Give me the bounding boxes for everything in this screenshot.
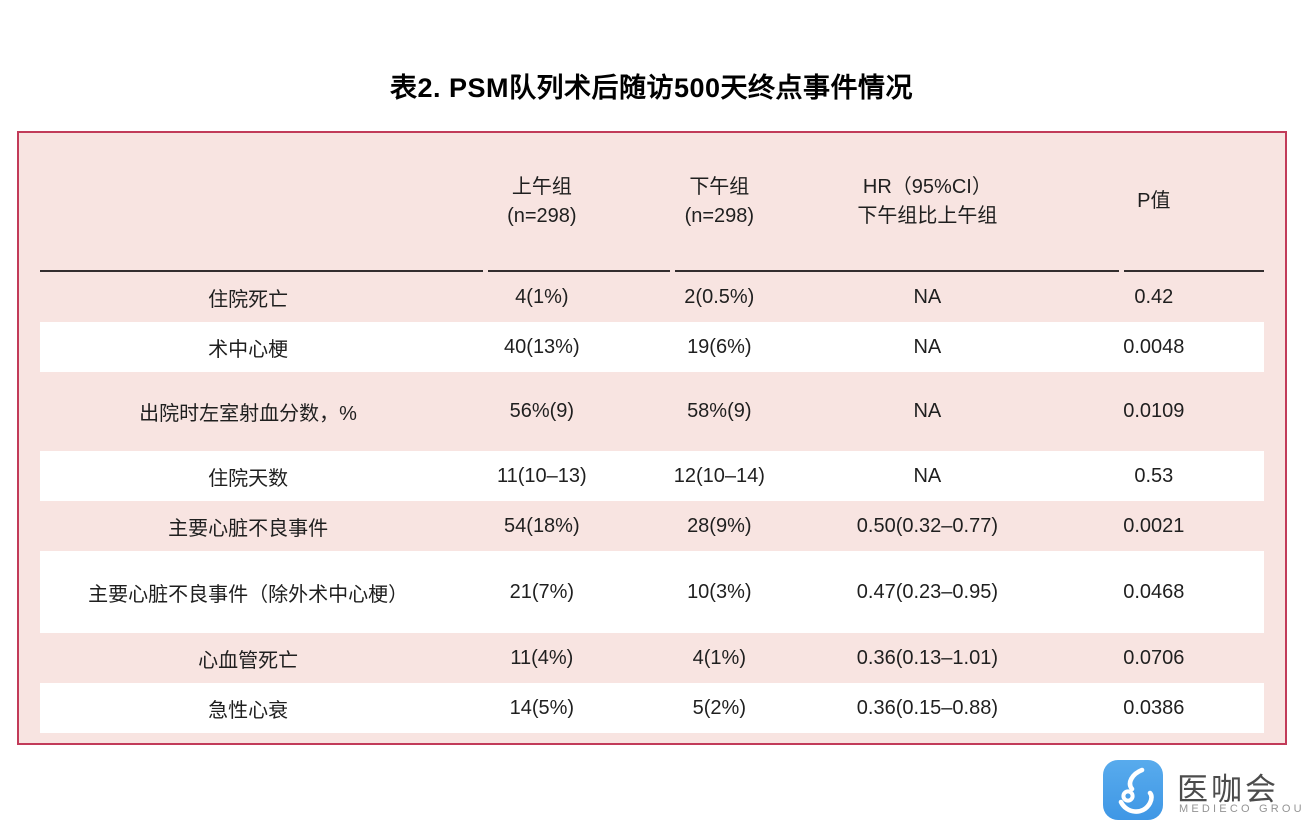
row-label: 主要心脏不良事件（除外术中心梗）	[88, 583, 409, 606]
header-rule-gap	[483, 270, 488, 273]
cell-p-value: 0.0048	[1123, 335, 1185, 358]
table-row: 住院死亡 4(1%) 2(0.5%) NA 0.42	[40, 271, 1264, 322]
row-label: 住院天数	[208, 467, 289, 490]
row-label: 主要心脏不良事件	[168, 517, 329, 540]
brand-name-cn: 医咖会	[1177, 772, 1279, 807]
cell-p-value: 0.0386	[1123, 696, 1185, 719]
cell-p-value: 0.0021	[1123, 514, 1185, 537]
cell-hr-value: 0.50(0.32–0.77)	[856, 514, 998, 537]
cell-afternoon-value: 19(6%)	[687, 335, 752, 358]
cell-morning-value: 4(1%)	[515, 285, 569, 308]
table-row: 住院天数 11(10–13) 12(10–14) NA 0.53	[40, 451, 1264, 501]
cell-p-value: 0.0109	[1123, 400, 1185, 422]
table-row: 出院时左室射血分数，% 56%(9) 58%(9) NA 0.0109	[40, 372, 1264, 451]
table-row: 主要心脏不良事件 54(18%) 28(9%) 0.50(0.32–0.77) …	[40, 501, 1264, 551]
row-label: 出院时左室射血分数，%	[139, 403, 357, 425]
cell-morning-value: 21(7%)	[509, 580, 575, 603]
header-hr-line1: HR（95%CI）	[862, 175, 992, 198]
cell-hr-value: 0.47(0.23–0.95)	[856, 580, 998, 603]
header-row: 上午组 (n=298) 下午组 (n=298) HR（95%CI） 下午组比上午…	[40, 133, 1264, 272]
header-empty-cell	[40, 133, 457, 272]
header-morning-group: 上午组 (n=298)	[456, 133, 628, 272]
brand-footer: 医咖会 MEDIECO GROUP	[1103, 759, 1303, 823]
header-p-value: P值	[1043, 133, 1264, 272]
cell-afternoon-value: 2(0.5%)	[684, 285, 755, 308]
endpoint-events-table: 上午组 (n=298) 下午组 (n=298) HR（95%CI） 下午组比上午…	[40, 133, 1264, 733]
cell-hr-value: NA	[913, 285, 942, 308]
medieco-smile-icon	[1103, 760, 1163, 820]
cell-afternoon-value: 10(3%)	[687, 580, 752, 603]
table-body: 住院死亡 4(1%) 2(0.5%) NA 0.42 术中心梗 40(13%) …	[40, 271, 1264, 733]
table-row: 术中心梗 40(13%) 19(6%) NA 0.0048	[40, 322, 1264, 372]
cell-morning-value: 56%(9)	[509, 400, 575, 422]
cell-hr-value: NA	[913, 335, 942, 358]
cell-afternoon-value: 4(1%)	[692, 646, 746, 669]
row-label: 心血管死亡	[198, 649, 299, 672]
cell-morning-value: 40(13%)	[504, 335, 580, 358]
cell-hr-value: NA	[913, 464, 942, 487]
row-label: 术中心梗	[208, 338, 289, 361]
cell-p-value: 0.53	[1134, 464, 1174, 487]
header-afternoon-group: 下午组 (n=298)	[627, 133, 812, 272]
header-rule-gap	[1119, 270, 1124, 273]
table-row: 主要心脏不良事件（除外术中心梗） 21(7%) 10(3%) 0.47(0.23…	[40, 551, 1264, 633]
cell-afternoon-value: 12(10–14)	[673, 464, 765, 487]
header-rule-gap	[670, 270, 675, 273]
table-panel: 上午组 (n=298) 下午组 (n=298) HR（95%CI） 下午组比上午…	[17, 131, 1287, 745]
table-header: 上午组 (n=298) 下午组 (n=298) HR（95%CI） 下午组比上午…	[40, 133, 1264, 272]
header-hr-ci: HR（95%CI） 下午组比上午组	[811, 133, 1044, 272]
cell-hr-value: 0.36(0.13–1.01)	[856, 646, 998, 669]
cell-p-value: 0.0468	[1123, 580, 1185, 603]
cell-hr-value: 0.36(0.15–0.88)	[856, 696, 998, 719]
header-morning-line1: 上午组	[511, 175, 572, 198]
table-row: 急性心衰 14(5%) 5(2%) 0.36(0.15–0.88) 0.0386	[40, 683, 1264, 733]
row-label: 急性心衰	[208, 699, 289, 722]
header-morning-line2: (n=298)	[507, 204, 577, 227]
cell-morning-value: 11(10–13)	[496, 464, 587, 487]
cell-morning-value: 54(18%)	[504, 514, 580, 537]
header-hr-line2: 下午组比上午组	[857, 204, 998, 227]
table-row: 心血管死亡 11(4%) 4(1%) 0.36(0.13–1.01) 0.070…	[40, 633, 1264, 683]
header-afternoon-line1: 下午组	[689, 175, 750, 198]
cell-afternoon-value: 5(2%)	[692, 696, 746, 719]
brand-name-en: MEDIECO GROUP	[1179, 803, 1303, 815]
row-label: 住院死亡	[208, 288, 289, 311]
cell-afternoon-value: 28(9%)	[687, 514, 752, 537]
cell-morning-value: 11(4%)	[510, 646, 574, 669]
header-afternoon-line2: (n=298)	[684, 204, 755, 227]
cell-hr-value: NA	[913, 400, 942, 422]
cell-morning-value: 14(5%)	[509, 696, 575, 719]
table-title: 表2. PSM队列术后随访500天终点事件情况	[389, 73, 914, 103]
cell-p-value: 0.42	[1134, 285, 1174, 308]
cell-p-value: 0.0706	[1123, 646, 1185, 669]
cell-afternoon-value: 58%(9)	[687, 400, 752, 422]
